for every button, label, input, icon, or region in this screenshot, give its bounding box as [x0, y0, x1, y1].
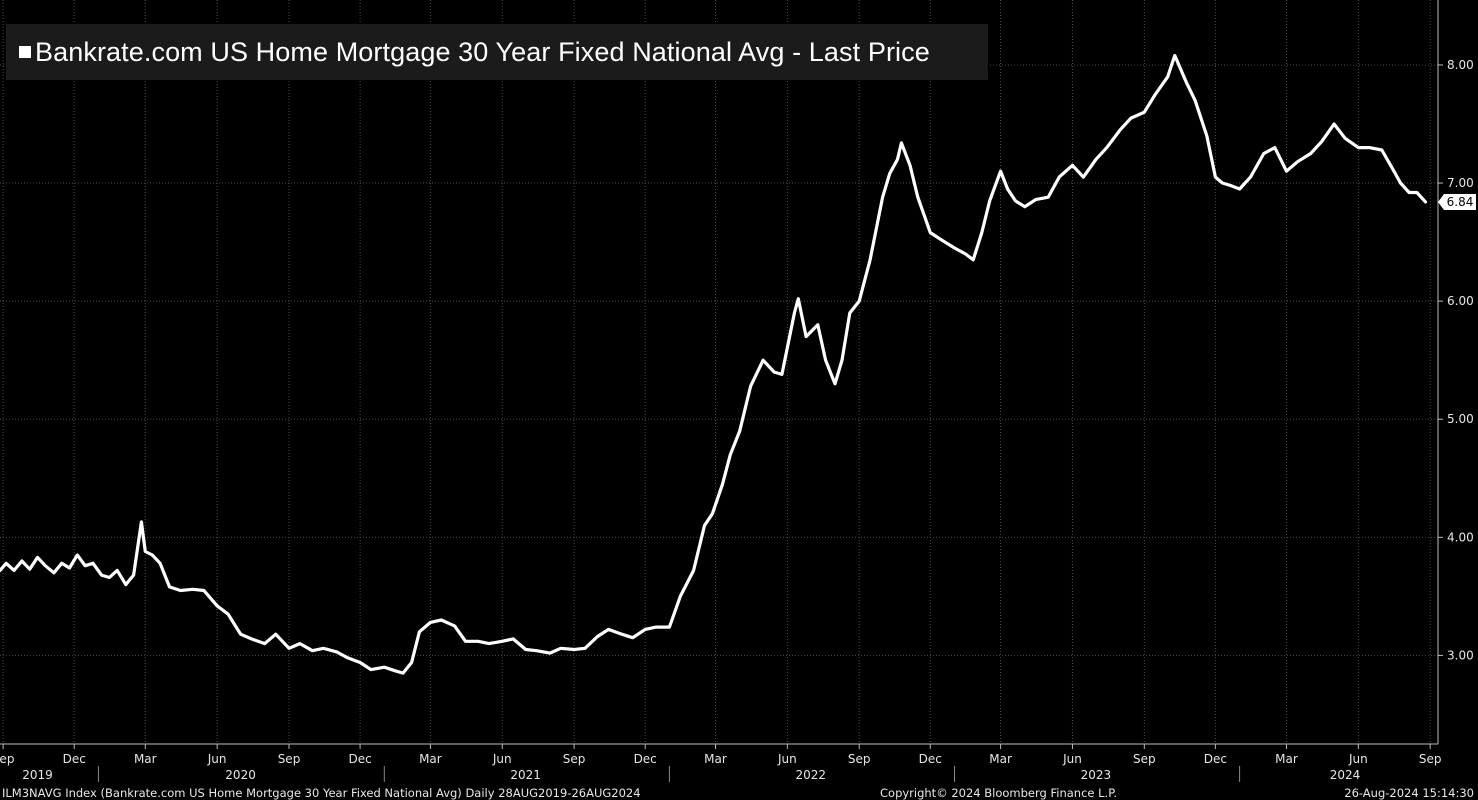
y-tick-label: 4.00 [1447, 530, 1474, 544]
x-year-label: 2020 [225, 768, 256, 782]
y-tick-label: 7.00 [1447, 176, 1474, 190]
axes [0, 0, 1443, 782]
last-value-label: 6.84 [1447, 195, 1474, 209]
y-tick-label: 6.00 [1447, 294, 1474, 308]
x-tick-label: Dec [634, 752, 657, 766]
x-tick-label: Jun [492, 752, 512, 766]
legend-label: Bankrate.com US Home Mortgage 30 Year Fi… [35, 36, 930, 67]
x-tick-label: Dec [348, 752, 371, 766]
x-tick-label: Sep [563, 752, 586, 766]
axis-labels: 3.00 4.00 5.00 6.00 7.00 8.00 Sep Dec Mar Jun Sep D… [0, 58, 1476, 782]
footer-source: ILM3NAVG Index (Bankrate.com US Home Mor… [2, 786, 641, 800]
last-value-badge [1438, 193, 1476, 210]
x-tick-label: Sep [0, 752, 14, 766]
series-layer [0, 53, 1428, 675]
x-tick-label: Dec [919, 752, 942, 766]
legend: Bankrate.com US Home Mortgage 30 Year Fi… [6, 24, 988, 80]
x-tick-label: Dec [1204, 752, 1227, 766]
y-tick-label: 8.00 [1447, 58, 1474, 72]
x-tick-label: Mar [134, 752, 157, 766]
x-tick-label: Jun [1062, 752, 1082, 766]
x-tick-label: Mar [1275, 752, 1298, 766]
x-tick-label: Jun [777, 752, 797, 766]
x-tick-label: Mar [419, 752, 442, 766]
footer-copyright: Copyright© 2024 Bloomberg Finance L.P. [880, 786, 1117, 800]
x-tick-label: Jun [1348, 752, 1368, 766]
series-line [0, 53, 1428, 675]
x-year-label: 2023 [1081, 768, 1112, 782]
last-value-marker: 6.84 [1438, 193, 1476, 210]
y-tick-label: 5.00 [1447, 412, 1474, 426]
x-year-label: 2022 [796, 768, 827, 782]
x-tick-label: Sep [848, 752, 871, 766]
x-year-label: 2019 [22, 768, 53, 782]
y-tick-label: 3.00 [1447, 648, 1474, 662]
x-tick-label: Sep [278, 752, 301, 766]
legend-swatch [19, 46, 31, 58]
grid-lines [0, 0, 1438, 744]
x-tick-label: Mar [989, 752, 1012, 766]
x-tick-label: Jun [207, 752, 227, 766]
x-tick-label: Sep [1133, 752, 1156, 766]
x-year-label: 2021 [510, 768, 541, 782]
x-tick-label: Dec [63, 752, 86, 766]
x-tick-label: Sep [1419, 752, 1442, 766]
x-tick-label: Mar [704, 752, 727, 766]
footer-timestamp: 26-Aug-2024 15:14:30 [1344, 786, 1474, 800]
x-year-label: 2024 [1330, 768, 1361, 782]
